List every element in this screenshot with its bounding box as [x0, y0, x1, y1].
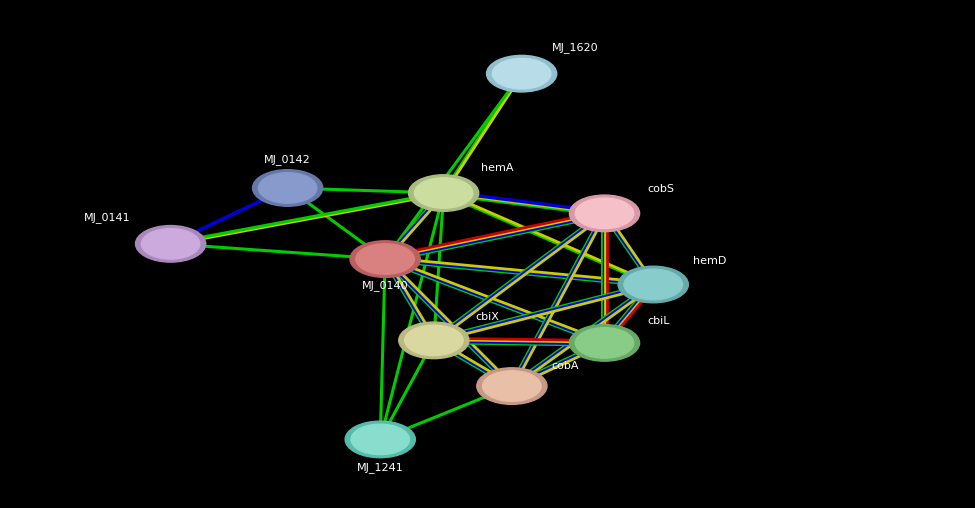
Circle shape	[141, 229, 200, 259]
Circle shape	[483, 371, 541, 401]
Text: MJ_1241: MJ_1241	[357, 462, 404, 473]
Circle shape	[405, 325, 463, 356]
Text: cbiX: cbiX	[476, 312, 499, 322]
Circle shape	[487, 55, 557, 92]
Text: cbiL: cbiL	[646, 315, 670, 326]
Circle shape	[258, 173, 317, 203]
Circle shape	[624, 269, 682, 300]
Circle shape	[618, 266, 688, 303]
Circle shape	[356, 244, 414, 274]
Text: MJ_1620: MJ_1620	[552, 42, 599, 53]
Circle shape	[409, 175, 479, 211]
Circle shape	[136, 226, 206, 262]
Circle shape	[575, 198, 634, 229]
Circle shape	[350, 241, 420, 277]
Text: hemD: hemD	[693, 256, 726, 266]
Circle shape	[575, 328, 634, 358]
Circle shape	[569, 325, 640, 361]
Circle shape	[253, 170, 323, 206]
Text: MJ_0141: MJ_0141	[84, 212, 131, 223]
Text: MJ_0140: MJ_0140	[362, 280, 409, 292]
Circle shape	[569, 195, 640, 232]
Text: cobS: cobS	[647, 184, 675, 194]
Circle shape	[351, 424, 410, 455]
Circle shape	[492, 58, 551, 89]
Text: hemA: hemA	[481, 163, 514, 173]
Circle shape	[414, 178, 473, 208]
Text: cobA: cobA	[552, 361, 579, 371]
Text: MJ_0142: MJ_0142	[264, 154, 311, 166]
Circle shape	[345, 421, 415, 458]
Circle shape	[477, 368, 547, 404]
Circle shape	[399, 322, 469, 359]
